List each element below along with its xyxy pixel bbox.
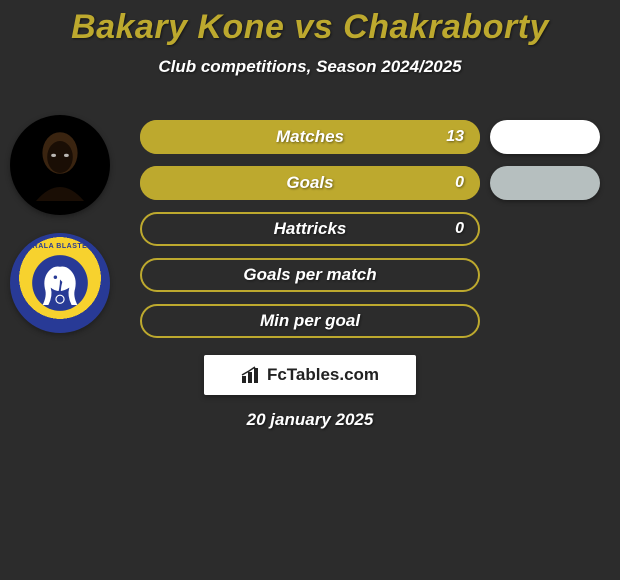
player-avatar xyxy=(10,115,110,215)
bar-value: 13 xyxy=(446,120,464,154)
comparison-pill xyxy=(490,166,600,200)
stat-bar: Goals0 xyxy=(140,166,480,200)
player-silhouette-icon xyxy=(20,125,100,205)
source-logo-text: FcTables.com xyxy=(267,365,379,385)
date-label: 20 january 2025 xyxy=(0,410,620,430)
stat-bar: Goals per match xyxy=(140,258,480,292)
avatar-column: KERALA BLASTERS xyxy=(10,115,110,351)
bar-value: 0 xyxy=(455,166,464,200)
right-pills xyxy=(490,120,600,350)
stat-bars: Matches13Goals0Hattricks0Goals per match… xyxy=(140,120,480,350)
elephant-icon xyxy=(31,254,89,312)
bar-label: Goals xyxy=(140,166,480,200)
bar-label: Min per goal xyxy=(140,304,480,338)
stat-bar: Matches13 xyxy=(140,120,480,154)
bar-value: 0 xyxy=(455,212,464,246)
club-avatar: KERALA BLASTERS xyxy=(10,233,110,333)
bar-label: Matches xyxy=(140,120,480,154)
subtitle: Club competitions, Season 2024/2025 xyxy=(0,57,620,77)
comparison-pill xyxy=(490,120,600,154)
stat-bar: Min per goal xyxy=(140,304,480,338)
source-logo: FcTables.com xyxy=(204,355,416,395)
bar-label: Hattricks xyxy=(140,212,480,246)
barchart-icon xyxy=(241,366,263,384)
club-name-label: KERALA BLASTERS xyxy=(10,243,110,250)
stat-bar: Hattricks0 xyxy=(140,212,480,246)
bar-label: Goals per match xyxy=(140,258,480,292)
page-title: Bakary Kone vs Chakraborty xyxy=(0,0,620,47)
comparison-card: Bakary Kone vs Chakraborty Club competit… xyxy=(0,0,620,580)
